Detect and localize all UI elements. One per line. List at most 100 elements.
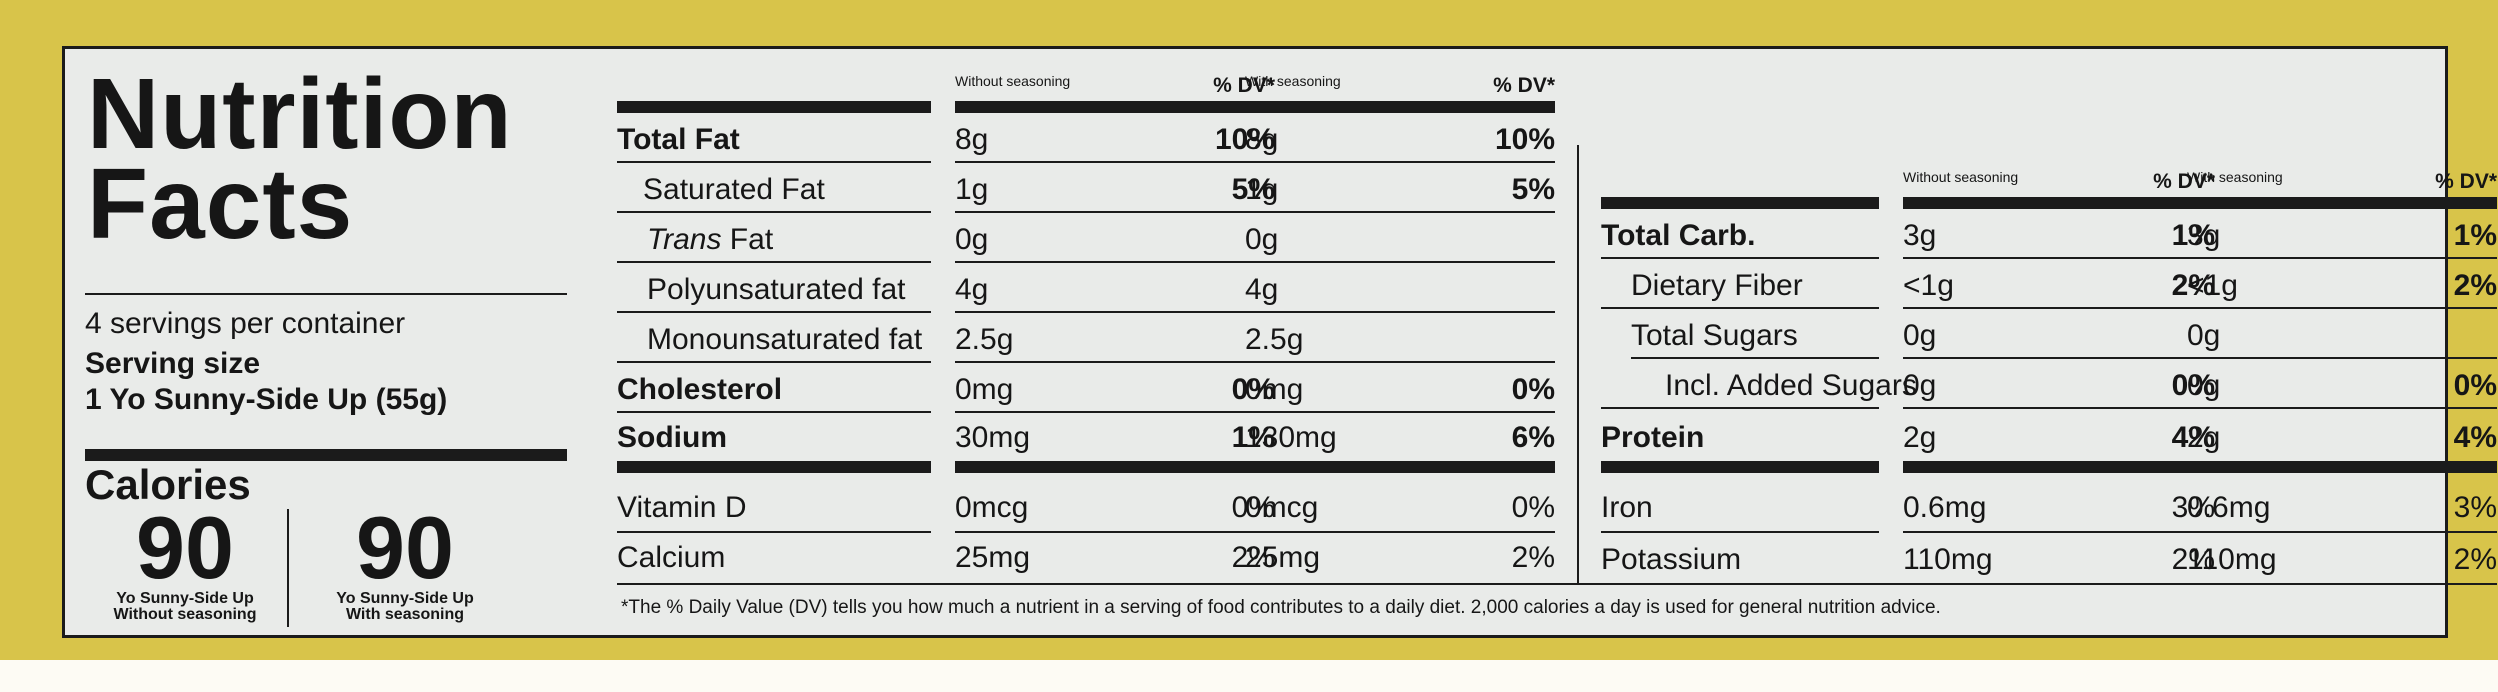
nutrient-dv: 4%	[2171, 421, 2215, 454]
row-divider	[1243, 311, 1555, 313]
thick-divider	[617, 461, 931, 473]
nutrient-name: Vitamin D	[617, 491, 747, 524]
nutrient-dv: 0%	[1511, 491, 1555, 524]
row-divider	[955, 531, 1277, 533]
column-header-with-seasoning: With seasoning	[1245, 73, 1341, 89]
nutrient-amount: 8g	[1245, 123, 1279, 156]
row-divider	[1243, 531, 1555, 533]
table-separator	[1577, 145, 1579, 583]
column-header-without-seasoning: Without seasoning	[955, 73, 1071, 89]
nutrient-dv: 0%	[2171, 369, 2215, 402]
thick-divider	[1903, 461, 2217, 473]
calories-caption: Yo Sunny-Side Up	[336, 590, 474, 607]
nutrient-amount: 0g	[1245, 223, 1279, 256]
nutrient-dv: 2%	[2171, 269, 2215, 302]
nutrient-dv: 0%	[1231, 373, 1275, 406]
divider	[85, 293, 567, 295]
nutrient-amount: 3g	[1903, 219, 1937, 252]
row-divider	[2185, 307, 2497, 309]
footnote-divider	[617, 583, 2497, 585]
nutrient-dv: 10%	[1214, 123, 1275, 156]
nutrient-amount: 2.5g	[1245, 323, 1304, 356]
nutrient-amount: 1g	[955, 173, 989, 206]
nutrient-name: Sodium	[617, 421, 727, 454]
nutrient-amount: 0.6mg	[1903, 491, 1987, 524]
nutrient-dv: 5%	[1231, 173, 1275, 206]
nutrient-name: Total Sugars	[1631, 319, 1798, 352]
calories-caption: With seasoning	[345, 606, 465, 623]
row-divider	[955, 311, 1277, 313]
nutrient-dv: 3%	[2171, 491, 2215, 524]
row-divider	[1903, 257, 2217, 259]
nutrient-amount: 0.6mg	[2187, 491, 2271, 524]
nutrient-dv: 4%	[2453, 421, 2497, 454]
nutrient-amount: 3g	[2187, 219, 2221, 252]
row-divider	[2185, 531, 2497, 533]
row-divider	[955, 261, 1277, 263]
thick-divider	[2185, 461, 2497, 473]
nutrient-name: Monounsaturated fat	[647, 323, 923, 356]
nutrient-dv: 6%	[1511, 421, 1555, 454]
nutrient-name: Incl. Added Sugars	[1665, 369, 1917, 402]
row-divider	[1243, 211, 1555, 213]
nutrient-amount: <1g	[1903, 269, 1954, 302]
row-divider	[617, 261, 931, 263]
nutrient-dv: 1%	[1231, 421, 1275, 454]
nutrient-amount: 0mg	[1245, 373, 1304, 406]
row-divider	[1243, 361, 1555, 363]
column-header-dv: % DV*	[1493, 74, 1555, 97]
title-line-1: Nutrition	[87, 58, 513, 170]
nutrition-facts-panel: Nutrition Facts 4 servings per container…	[62, 46, 2497, 638]
nutrient-name: Potassium	[1601, 543, 1742, 576]
nutrient-dv: 1%	[2453, 219, 2497, 252]
thick-divider	[617, 101, 931, 113]
nutrient-amount: 110mg	[2187, 543, 2277, 576]
nutrient-amount: 8g	[955, 123, 989, 156]
row-divider	[1243, 161, 1555, 163]
row-divider	[1631, 357, 1879, 359]
nutrient-dv: 2%	[1511, 541, 1555, 574]
nutrient-amount: 1g	[1245, 173, 1279, 206]
nutrient-amount: 4g	[955, 273, 989, 306]
nutrient-amount: 2.5g	[955, 323, 1014, 356]
nutrient-amount: 0g	[1903, 319, 1937, 352]
column-header-dv: % DV*	[2435, 170, 2497, 193]
nutrient-amount: 0g	[1903, 369, 1937, 402]
row-divider	[1903, 531, 2217, 533]
nutrient-dv: 2%	[2453, 269, 2497, 302]
nutrient-dv: 2%	[2171, 543, 2215, 576]
calories-label: Calories	[85, 461, 251, 508]
calories-value: 90	[136, 498, 234, 597]
nutrient-dv: 0%	[1511, 373, 1555, 406]
row-divider	[1903, 407, 2217, 409]
thick-divider	[955, 101, 1277, 113]
row-divider	[2185, 407, 2497, 409]
row-divider	[1903, 307, 2217, 309]
column-header-without-seasoning: Without seasoning	[1903, 169, 2019, 185]
nutrient-dv: 2%	[1231, 541, 1275, 574]
nutrition-facts-title: Nutrition Facts	[87, 58, 513, 254]
servings-per-container: 4 servings per container	[85, 307, 406, 340]
nutrient-amount: 2g	[2187, 421, 2221, 454]
nutrient-name: Dietary Fiber	[1631, 269, 1803, 302]
row-divider	[617, 311, 931, 313]
nutrient-name: Total Carb.	[1601, 219, 1756, 252]
row-divider	[1903, 357, 2217, 359]
row-divider	[2185, 257, 2497, 259]
thick-divider	[85, 449, 567, 461]
nutrient-name: Calcium	[617, 541, 726, 574]
serving-size-label: Serving size	[85, 347, 261, 380]
nutrient-amount: 110mg	[1903, 543, 1993, 576]
nutrient-amount: 25mg	[1245, 541, 1321, 574]
row-divider	[1601, 531, 1879, 533]
nutrient-dv: 0%	[1231, 491, 1275, 524]
row-divider	[955, 361, 1277, 363]
row-divider	[955, 411, 1277, 413]
nutrient-name: Iron	[1601, 491, 1653, 524]
nutrient-amount: 0g	[2187, 369, 2221, 402]
nutrient-amount: <1g	[2187, 269, 2238, 302]
calories-value: 90	[356, 498, 454, 597]
package-edge	[0, 660, 2498, 692]
nutrient-dv: 3%	[2453, 491, 2497, 524]
row-divider	[617, 411, 931, 413]
